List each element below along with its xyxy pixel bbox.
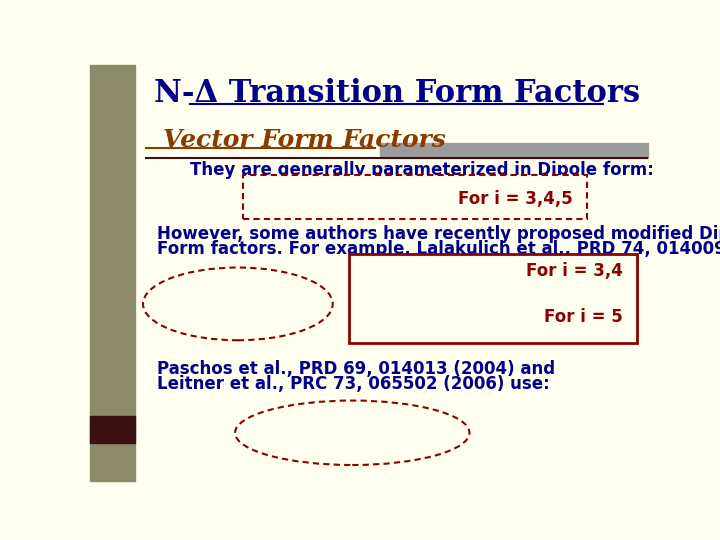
Ellipse shape [143,267,333,340]
Text: Leitner et al., PRC 73, 065502 (2006) use:: Leitner et al., PRC 73, 065502 (2006) us… [157,375,549,393]
Text: They are generally parameterized in Dipole form:: They are generally parameterized in Dipo… [190,160,654,179]
Text: For i = 5: For i = 5 [544,308,623,326]
Bar [90,416,135,443]
Bar [90,65,135,481]
Text: Form factors. For example, Lalakulich et al., PRD 74, 014009 (2006):: Form factors. For example, Lalakulich et… [157,240,720,258]
FancyBboxPatch shape [349,254,637,343]
Ellipse shape [235,401,469,465]
Bar [380,143,648,158]
Text: For i = 3,4: For i = 3,4 [526,261,623,280]
Text: However, some authors have recently proposed modified Dipole: However, some authors have recently prop… [157,225,720,243]
FancyBboxPatch shape [243,175,587,219]
Text: Vector Form Factors: Vector Form Factors [163,129,446,152]
Text: For i = 3,4,5: For i = 3,4,5 [458,190,572,208]
Text: N-Δ Transition Form Factors: N-Δ Transition Form Factors [154,78,640,110]
Text: Paschos et al., PRD 69, 014013 (2004) and: Paschos et al., PRD 69, 014013 (2004) an… [157,360,555,378]
